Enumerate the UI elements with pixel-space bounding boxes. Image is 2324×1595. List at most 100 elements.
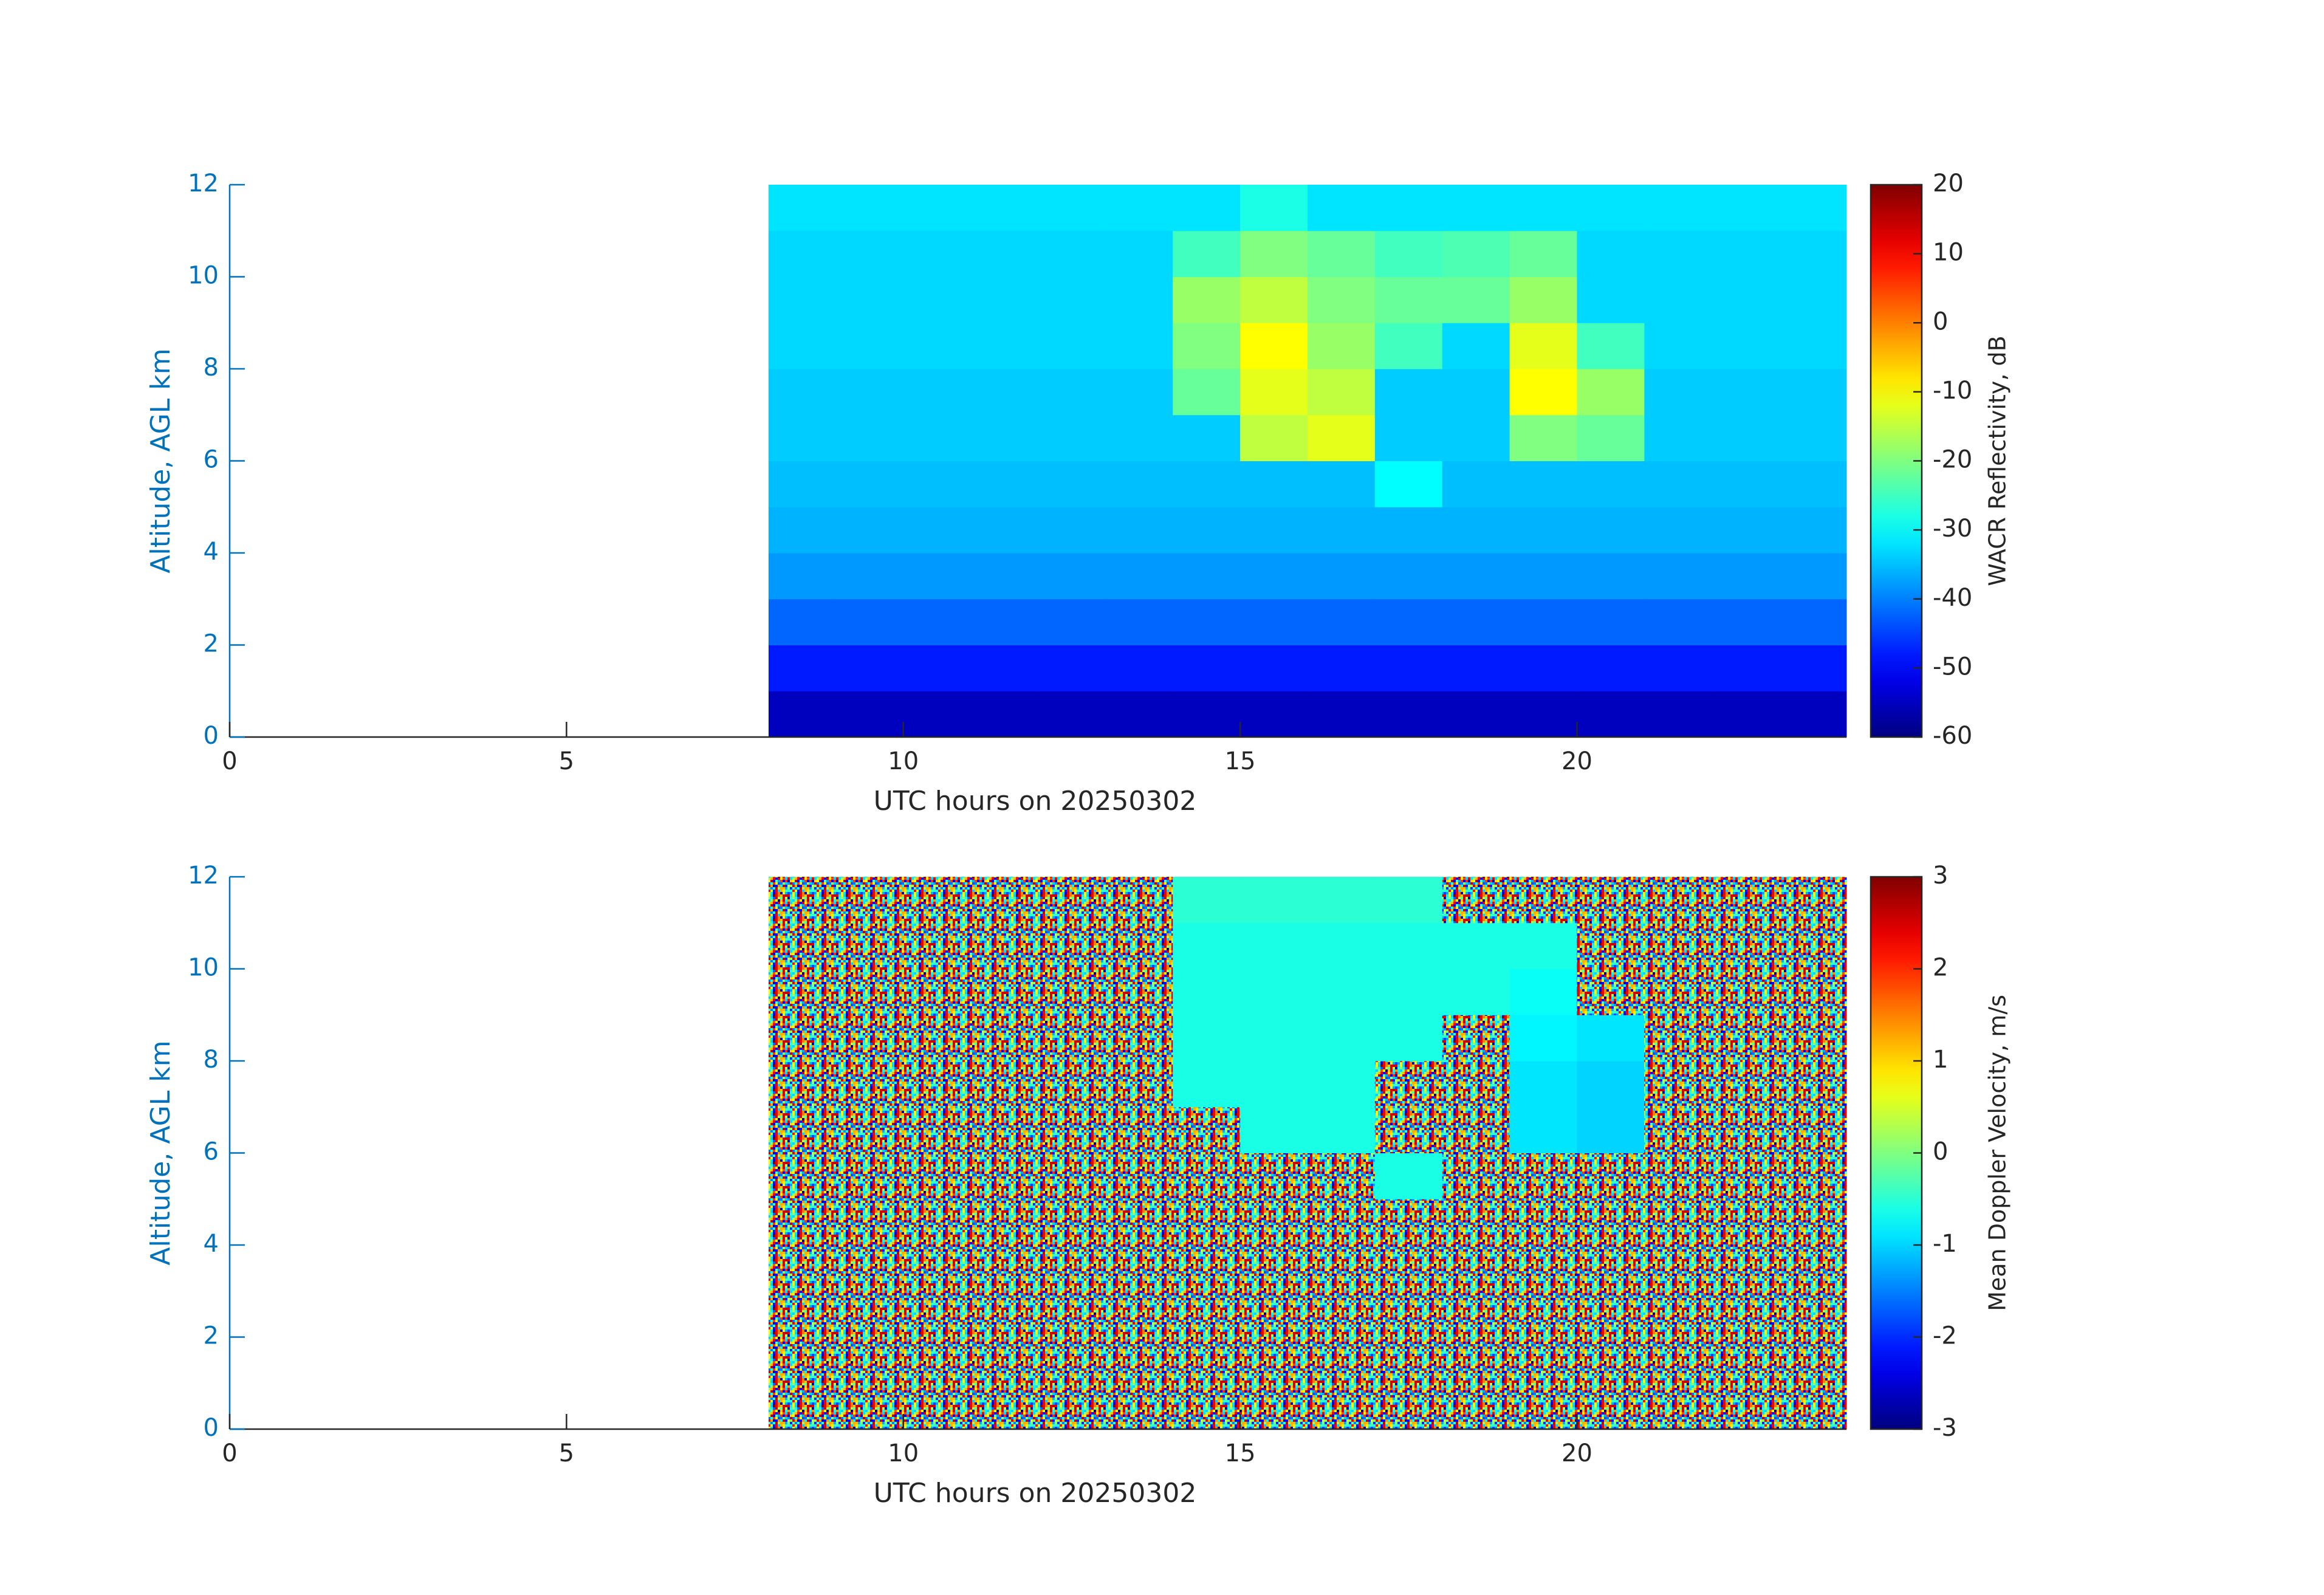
noise-cell xyxy=(835,1245,904,1292)
heat-cell xyxy=(1779,414,1847,461)
noise-cell xyxy=(1308,1245,1376,1292)
heat-cell xyxy=(1240,185,1308,232)
noise-cell xyxy=(1308,1383,1376,1430)
y-tick-label: 12 xyxy=(188,170,219,197)
noise-cell xyxy=(1644,1199,1712,1246)
noise-cell xyxy=(1038,969,1106,1015)
heat-cell xyxy=(1509,691,1577,738)
heat-cell xyxy=(1374,276,1443,323)
noise-cell xyxy=(970,969,1038,1015)
noise-cell xyxy=(769,1153,837,1199)
heat-cell xyxy=(1577,230,1645,277)
noise-cell xyxy=(1105,1245,1173,1292)
noise-cell xyxy=(769,1291,837,1337)
heat-cell xyxy=(1038,599,1106,645)
heat-cell xyxy=(1240,369,1308,416)
x-tick-label: 15 xyxy=(1225,747,1256,775)
heat-cell xyxy=(1308,599,1376,645)
heat-cell xyxy=(1038,414,1106,461)
noise-cell xyxy=(1442,1106,1510,1153)
heat-cell xyxy=(835,414,904,461)
x-tick-label: 20 xyxy=(1561,747,1592,775)
heat-cell xyxy=(1509,1061,1577,1108)
heat-cell xyxy=(1374,230,1443,277)
noise-cell xyxy=(1644,1383,1712,1430)
heat-cell xyxy=(835,323,904,369)
noise-cell xyxy=(903,969,972,1015)
noise-cell xyxy=(1779,922,1847,969)
noise-cell xyxy=(1038,1061,1106,1108)
heat-cell xyxy=(1509,969,1577,1015)
noise-cell xyxy=(835,877,904,924)
heat-cell xyxy=(1038,553,1106,600)
heat-cell xyxy=(1509,922,1577,969)
heat-cell xyxy=(1644,230,1712,277)
colorbar-label: WACR Reflectivity, dB xyxy=(1984,335,2011,586)
heat-cell xyxy=(1173,922,1241,969)
heat-cell xyxy=(1779,553,1847,600)
heat-cell xyxy=(1374,461,1443,507)
heat-cell xyxy=(1105,276,1173,323)
heat-cell xyxy=(1173,230,1241,277)
heat-cell xyxy=(1712,185,1780,232)
noise-cell xyxy=(1105,877,1173,924)
y-tick-label: 10 xyxy=(188,262,219,290)
heat-cell xyxy=(1577,599,1645,645)
heat-cell xyxy=(1240,969,1308,1015)
noise-cell xyxy=(903,1337,972,1384)
heat-cell xyxy=(1779,507,1847,554)
noise-cell xyxy=(835,1337,904,1384)
noise-cell xyxy=(835,1383,904,1430)
colorbar-tick-label: -30 xyxy=(1933,515,1972,543)
heat-cell xyxy=(1173,599,1241,645)
noise-cell xyxy=(1038,1291,1106,1337)
noise-cell xyxy=(1712,1153,1780,1199)
heat-cell xyxy=(835,185,904,232)
heat-cell xyxy=(1308,1015,1376,1062)
noise-cell xyxy=(1105,1383,1173,1430)
noise-cell xyxy=(1577,1337,1645,1384)
heat-cell xyxy=(1374,323,1443,369)
noise-cell xyxy=(1644,922,1712,969)
noise-cell xyxy=(1308,1153,1376,1199)
noise-cell xyxy=(1577,1153,1645,1199)
heat-cell xyxy=(970,414,1038,461)
noise-cell xyxy=(1173,1153,1241,1199)
noise-cell xyxy=(1240,1291,1308,1337)
colorbar-label: Mean Doppler Velocity, m/s xyxy=(1984,995,2011,1311)
noise-cell xyxy=(1038,1153,1106,1199)
colorbar-tick-label: -2 xyxy=(1933,1322,1957,1350)
heat-cell xyxy=(1712,507,1780,554)
heat-cell xyxy=(903,645,972,691)
heat-cell xyxy=(1442,507,1510,554)
y-tick-label: 4 xyxy=(204,538,219,566)
x-tick-label: 10 xyxy=(888,747,919,775)
noise-cell xyxy=(1038,1383,1106,1430)
noise-cell xyxy=(1779,1291,1847,1337)
heat-cell xyxy=(970,230,1038,277)
x-tick-label: 0 xyxy=(222,747,237,775)
noise-cell xyxy=(1644,1245,1712,1292)
noise-cell xyxy=(1105,1061,1173,1108)
noise-cell xyxy=(970,1291,1038,1337)
noise-cell xyxy=(1442,1337,1510,1384)
heat-cell xyxy=(1712,323,1780,369)
heat-cell xyxy=(1308,922,1376,969)
noise-cell xyxy=(903,877,972,924)
heat-cell xyxy=(970,691,1038,738)
noise-cell xyxy=(970,922,1038,969)
heat-cell xyxy=(1105,323,1173,369)
noise-cell xyxy=(903,1245,972,1292)
heat-cell xyxy=(1173,369,1241,416)
heat-cell xyxy=(1038,323,1106,369)
noise-cell xyxy=(970,1106,1038,1153)
heat-cell xyxy=(769,414,837,461)
noise-cell xyxy=(903,1383,972,1430)
heat-cell xyxy=(1644,553,1712,600)
noise-cell xyxy=(1779,1337,1847,1384)
heat-cell xyxy=(769,691,837,738)
noise-cell xyxy=(1779,1015,1847,1062)
heat-cell xyxy=(1509,369,1577,416)
heat-cell xyxy=(769,553,837,600)
heat-cell xyxy=(1509,645,1577,691)
